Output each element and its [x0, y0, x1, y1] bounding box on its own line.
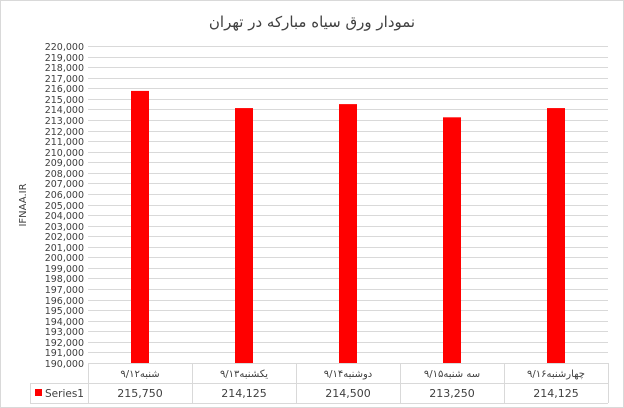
y-tick-label: 209,000: [45, 158, 84, 169]
y-tick-label: 216,000: [45, 84, 84, 95]
bar: [339, 104, 357, 363]
category-label: شنبه۹/۱۲: [120, 369, 159, 380]
data-table-value: 214,125: [533, 387, 579, 400]
data-table-value: 213,250: [429, 387, 475, 400]
bar: [235, 108, 253, 364]
y-tick-label: 213,000: [45, 116, 84, 127]
y-tick-label: 215,000: [45, 95, 84, 106]
category-label: سه شنبه۹/۱۵: [424, 369, 480, 380]
y-tick-label: 202,000: [45, 232, 84, 243]
y-tick-label: 199,000: [45, 264, 84, 275]
y-tick-label: 218,000: [45, 63, 84, 74]
bar: [131, 90, 149, 364]
bar: [547, 108, 565, 364]
y-tick-label: 217,000: [45, 74, 84, 85]
bar: [443, 117, 461, 363]
y-tick-label: 192,000: [45, 338, 84, 349]
y-tick-label: 203,000: [45, 222, 84, 233]
y-tick-label: 195,000: [45, 306, 84, 317]
y-tick-label: 201,000: [45, 243, 84, 254]
data-table-value: 214,125: [221, 387, 267, 400]
chart-title: نمودار ورق سیاه مبارکه در تهران: [209, 13, 415, 31]
y-tick-label: 193,000: [45, 327, 84, 338]
y-tick-label: 210,000: [45, 148, 84, 159]
y-tick-label: 214,000: [45, 105, 84, 116]
y-tick-label: 191,000: [45, 348, 84, 359]
y-tick-label: 208,000: [45, 169, 84, 180]
y-tick-label: 196,000: [45, 296, 84, 307]
category-label: یکشنبه۹/۱۳: [220, 369, 268, 380]
y-tick-label: 190,000: [45, 359, 84, 370]
y-tick-label: 206,000: [45, 190, 84, 201]
category-label: چهارشنبه۹/۱۶: [527, 369, 585, 380]
y-tick-label: 204,000: [45, 211, 84, 222]
data-table-value: 214,500: [325, 387, 371, 400]
y-tick-label: 198,000: [45, 274, 84, 285]
y-tick-label: 194,000: [45, 317, 84, 328]
y-tick-label: 212,000: [45, 127, 84, 138]
legend-key: [35, 389, 42, 396]
category-label: دوشنبه۹/۱۴: [324, 369, 373, 380]
y-tick-label: 205,000: [45, 201, 84, 212]
y-tick-label: 207,000: [45, 179, 84, 190]
y-tick-label: 219,000: [45, 53, 84, 64]
y-tick-label: 220,000: [45, 42, 84, 53]
y-tick-label: 211,000: [45, 137, 84, 148]
y-tick-label: 197,000: [45, 285, 84, 296]
y-tick-label: 200,000: [45, 253, 84, 264]
y-axis-label: IFNAA.IR: [18, 183, 29, 226]
data-table-value: 215,750: [117, 387, 163, 400]
legend-label: Series1: [45, 388, 84, 400]
